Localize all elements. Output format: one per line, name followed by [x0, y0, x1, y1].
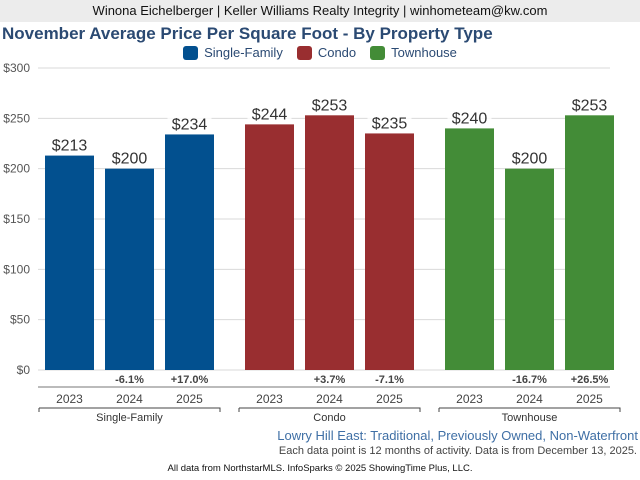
footer-credit: All data from NorthstarMLS. InfoSparks ©… [167, 463, 473, 474]
legend-swatch [370, 45, 386, 60]
bar [305, 115, 354, 371]
x-tick-label: 2023 [256, 392, 283, 406]
data-label-bg [247, 104, 292, 123]
x-tick-label: 2023 [56, 392, 83, 406]
change-label: +3.7% [314, 374, 346, 386]
group-bracket [238, 407, 421, 412]
group-bracket [438, 407, 621, 412]
data-note: Each data point is 12 months of activity… [278, 445, 637, 457]
x-tick-label: 2025 [576, 392, 603, 406]
data-label-bg [447, 108, 492, 127]
group-label: Single-Family [96, 412, 163, 424]
y-tick-label: $250 [3, 111, 30, 125]
bar [505, 168, 554, 370]
legend-swatch [183, 45, 199, 60]
legend-item-townhouse[interactable]: Townhouse [370, 45, 457, 60]
chart-title: November Average Price Per Square Foot -… [2, 24, 493, 43]
x-tick-label: 2023 [456, 392, 483, 406]
x-tick-label: 2024 [316, 392, 343, 406]
data-label: $244 [252, 106, 288, 123]
bar [165, 134, 214, 370]
bar [105, 168, 154, 370]
bar [365, 133, 414, 370]
change-label: +26.5% [571, 374, 609, 386]
data-label-bg [47, 135, 92, 154]
change-label: -7.1% [375, 374, 404, 386]
data-label: $200 [512, 151, 548, 168]
y-tick-label: $300 [3, 61, 30, 75]
data-label: $234 [172, 116, 208, 133]
group-label: Townhouse [502, 412, 558, 424]
change-label: -6.1% [115, 374, 144, 386]
data-label-bg [567, 95, 612, 114]
change-label: -16.7% [512, 374, 547, 386]
data-label: $253 [312, 97, 348, 114]
x-tick-label: 2025 [176, 392, 203, 406]
data-label: $253 [572, 97, 608, 114]
x-tick-label: 2025 [376, 392, 403, 406]
legend: Single-Family Condo Townhouse [0, 45, 640, 60]
y-tick-label: $0 [17, 363, 31, 377]
legend-swatch [296, 45, 312, 60]
data-label-bg [307, 95, 352, 114]
bar [445, 128, 494, 370]
data-label: $200 [112, 151, 148, 168]
legend-label: Single-Family [204, 45, 283, 60]
data-label: $235 [372, 115, 408, 132]
y-tick-label: $200 [3, 162, 30, 176]
data-label: $240 [452, 110, 488, 127]
data-label-bg [107, 148, 152, 167]
change-label: +17.0% [171, 374, 209, 386]
chart-subtitle: Lowry Hill East: Traditional, Previously… [277, 428, 638, 443]
x-tick-label: 2024 [116, 392, 143, 406]
data-label-bg [507, 148, 552, 167]
bar [45, 155, 94, 370]
y-tick-label: $50 [10, 313, 30, 327]
header-bar: Winona Eichelberger | Keller Williams Re… [0, 0, 640, 22]
bar [565, 115, 614, 371]
group-label: Condo [313, 412, 345, 424]
data-label: $213 [52, 138, 88, 155]
legend-item-condo[interactable]: Condo [296, 45, 357, 60]
y-tick-label: $100 [3, 262, 30, 276]
x-tick-label: 2024 [516, 392, 543, 406]
legend-item-single-family[interactable]: Single-Family [183, 45, 283, 60]
data-label-bg [167, 114, 212, 133]
legend-label: Townhouse [391, 45, 457, 60]
group-bracket [38, 407, 221, 412]
data-label-bg [367, 113, 412, 132]
bar [245, 124, 294, 370]
legend-label: Condo [317, 45, 357, 60]
y-tick-label: $150 [3, 212, 30, 226]
